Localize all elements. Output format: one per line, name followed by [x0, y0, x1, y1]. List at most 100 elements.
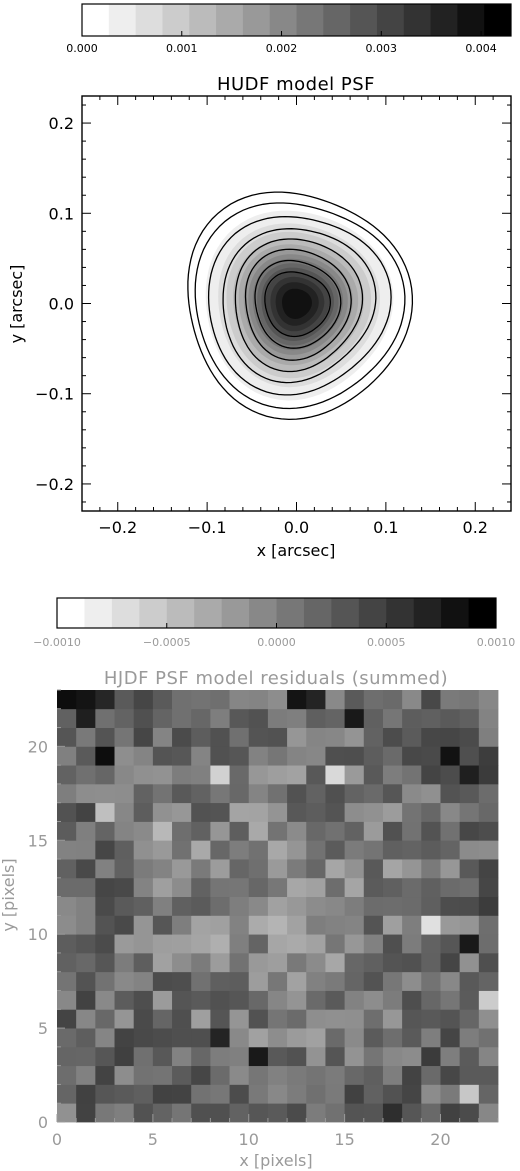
residual-cell [210, 1103, 230, 1123]
residual-cell [382, 859, 403, 879]
residual-cell [287, 1065, 307, 1085]
residual-cell [172, 821, 192, 841]
residual-cell [306, 1009, 326, 1029]
residual-cell [287, 746, 307, 766]
residual-cell [478, 952, 499, 973]
psf-colorbar-tick-label: 0.001 [166, 42, 198, 55]
residual-cell [478, 915, 499, 935]
residual-cell [57, 746, 77, 766]
residual-cell [287, 1046, 307, 1067]
residual-cell [363, 746, 384, 766]
residual-cell [248, 971, 269, 991]
residual-cell [114, 1103, 135, 1123]
residual-cell [229, 1009, 250, 1029]
residual-cell [152, 708, 173, 728]
residual-cell [114, 1028, 135, 1048]
residual-cell [248, 934, 269, 954]
residual-cell [440, 896, 461, 916]
residual-cell [191, 1009, 211, 1029]
residual-cell [402, 896, 422, 916]
residual-cell [287, 1103, 307, 1123]
residual-cell [478, 971, 499, 991]
residual-cell [76, 821, 96, 841]
residual-cell [229, 896, 250, 916]
residual-cell [172, 896, 192, 916]
residual-cell [344, 765, 365, 785]
residual-cell [76, 1009, 96, 1029]
residual-cell [229, 1103, 250, 1123]
residual-cell [402, 765, 422, 785]
residual-cell [172, 802, 192, 822]
residual-colorbar-segment [194, 598, 223, 628]
residual-cell [287, 765, 307, 785]
residual-cell [306, 746, 326, 766]
residual-cell [210, 877, 230, 898]
psf-colorbar-segment [296, 4, 324, 36]
residual-cell [152, 934, 173, 954]
psf-colorbar-tick-label: 0.004 [465, 42, 497, 55]
residual-cell [172, 690, 192, 710]
residual-cell [306, 971, 326, 991]
residual-cell [478, 1084, 499, 1104]
residual-cell [95, 765, 115, 785]
residual-cell [440, 765, 461, 785]
residual-cell [478, 783, 499, 804]
residual-cell [229, 1028, 250, 1048]
residual-cell [76, 765, 96, 785]
residual-cell [402, 1103, 422, 1123]
psf-x-axis-label: x [arcsec] [257, 541, 336, 560]
residual-colorbar-segment [441, 598, 470, 628]
residual-cell [325, 859, 345, 879]
residual-cell [76, 952, 96, 973]
residual-cell [363, 1009, 384, 1029]
residual-cell [210, 802, 230, 822]
residual-cell [114, 802, 135, 822]
residual-cell [382, 1084, 403, 1104]
residual-cell [344, 1046, 365, 1067]
residual-cell [478, 746, 499, 766]
residual-cell [76, 746, 96, 766]
residual-colorbar-segment [166, 598, 195, 628]
residual-colorbar [56, 597, 497, 629]
residual-cell [152, 746, 173, 766]
residual-cell [133, 840, 154, 860]
residual-colorbar-segment [468, 598, 497, 628]
residual-cell [57, 990, 77, 1010]
residual-cell [57, 1028, 77, 1048]
residual-cell [382, 896, 403, 916]
residual-x-tick-label: 20 [430, 1130, 450, 1149]
residual-cell [95, 971, 115, 991]
residual-cell [133, 952, 154, 973]
residual-cell [402, 952, 422, 973]
psf-contour-line [264, 271, 331, 338]
residual-cell [133, 859, 154, 879]
residual-cell [287, 1028, 307, 1048]
residual-cell [248, 821, 269, 841]
residual-cell [459, 859, 480, 879]
residual-cell [459, 915, 480, 935]
residual-cell [306, 859, 326, 879]
residual-cell [57, 1009, 77, 1029]
residual-cell [152, 840, 173, 860]
residual-cell [248, 1046, 269, 1067]
residual-cell [210, 840, 230, 860]
residual-cell [95, 1103, 115, 1123]
residual-cell [306, 896, 326, 916]
residual-cell [325, 821, 345, 841]
residual-cell [172, 990, 192, 1010]
psf-colorbar-segment [242, 4, 271, 36]
residual-cell [57, 859, 77, 879]
residual-cell [382, 783, 403, 804]
residual-cell [76, 1084, 96, 1104]
residual-cell [95, 1028, 115, 1048]
residual-cell [229, 1065, 250, 1085]
residual-cell [459, 708, 480, 728]
residual-cell [478, 896, 499, 916]
residual-cell [191, 1084, 211, 1104]
psf-colorbar-border [81, 3, 512, 37]
residual-y-tick-label: 10 [28, 925, 48, 944]
residual-cell [287, 802, 307, 822]
residual-cell [306, 821, 326, 841]
residual-cell [76, 727, 96, 747]
residual-cell [191, 896, 211, 916]
